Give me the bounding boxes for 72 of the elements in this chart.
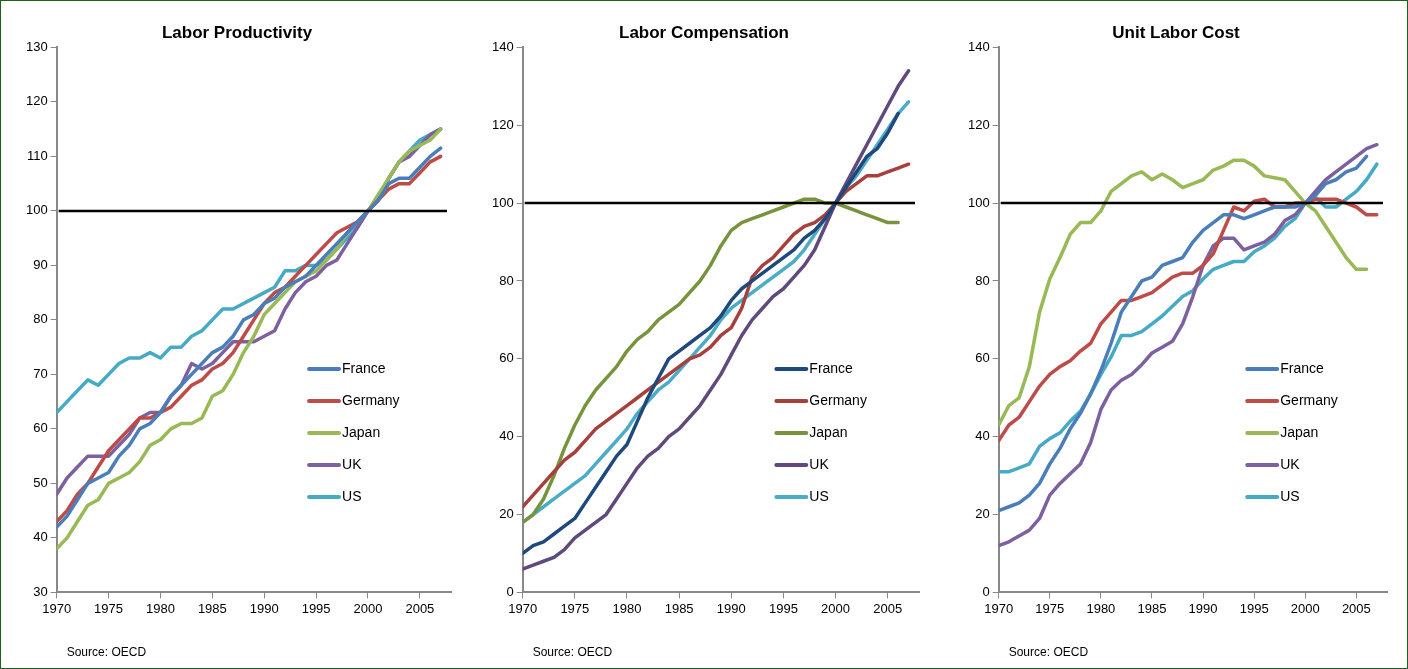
legend-label: Japan [809,423,848,440]
legend-label: Japan [342,423,381,440]
y-tick-label: 0 [982,583,990,599]
x-tick-label: 1995 [768,600,798,616]
y-tick-label: 130 [25,38,48,54]
legend-label: Japan [1280,423,1319,440]
y-tick-label: 0 [506,583,514,599]
y-tick-label: 120 [967,116,990,132]
y-tick-label: 110 [26,147,48,163]
y-tick-label: 90 [33,256,48,272]
y-tick-label: 40 [975,428,990,444]
x-tick-label: 2000 [353,600,383,616]
y-tick-label: 80 [499,272,514,288]
source-note: Source: OECD [66,645,147,659]
y-tick-label: 60 [499,350,514,366]
y-tick-label: 100 [967,194,990,210]
legend-label: US [342,487,362,504]
x-tick-label: 1975 [94,600,124,616]
source-note: Source: OECD [532,645,613,659]
x-tick-label: 1985 [1137,600,1167,616]
x-tick-label: 2005 [873,600,903,616]
legend-label: UK [809,455,830,472]
x-tick-label: 1970 [508,600,538,616]
x-tick-label: 1980 [1086,600,1116,616]
y-tick-label: 100 [25,202,48,218]
y-tick-label: 60 [33,420,48,436]
x-tick-label: 1970 [984,600,1014,616]
y-tick-label: 40 [33,529,48,545]
x-tick-label: 1980 [145,600,175,616]
chart-title: Labor Compensation [618,22,790,42]
legend-label: US [809,487,829,504]
x-tick-label: 1985 [197,600,227,616]
legend-label: UK [1280,455,1301,472]
y-tick-label: 100 [491,194,514,210]
legend-label: Germany [1280,391,1338,408]
y-tick-label: 70 [33,365,48,381]
legend-label: France [1280,359,1324,376]
chart-title: Unit Labor Cost [1112,22,1241,42]
y-tick-label: 140 [967,38,990,54]
x-tick-label: 2000 [821,600,851,616]
source-note: Source: OECD [1008,645,1089,659]
x-tick-label: 2005 [405,600,435,616]
x-tick-label: 1985 [664,600,694,616]
y-tick-label: 80 [33,311,48,327]
legend-label: Germany [342,391,400,408]
legend-label: US [1280,487,1300,504]
y-tick-label: 50 [33,474,48,490]
chart-title: Labor Productivity [161,22,313,42]
x-tick-label: 1995 [1239,600,1269,616]
legend-label: UK [342,455,363,472]
x-tick-label: 1990 [716,600,746,616]
x-tick-label: 1980 [612,600,642,616]
x-tick-label: 2005 [1341,600,1371,616]
y-tick-label: 60 [975,350,990,366]
legend-label: France [809,359,854,376]
x-tick-label: 1975 [1035,600,1065,616]
y-tick-label: 120 [491,116,514,132]
y-tick-label: 120 [25,93,48,109]
legend-label: France [342,359,386,376]
x-tick-label: 1990 [249,600,279,616]
y-tick-label: 20 [499,506,514,522]
x-tick-label: 1970 [42,600,72,616]
y-tick-label: 140 [491,38,514,54]
x-tick-label: 2000 [1290,600,1320,616]
legend-label: Germany [809,391,867,408]
y-tick-label: 40 [499,428,514,444]
y-tick-label: 80 [975,272,990,288]
x-tick-label: 1995 [301,600,331,616]
y-tick-label: 30 [33,583,48,599]
x-tick-label: 1975 [560,600,590,616]
y-tick-label: 20 [975,506,990,522]
x-tick-label: 1990 [1188,600,1218,616]
